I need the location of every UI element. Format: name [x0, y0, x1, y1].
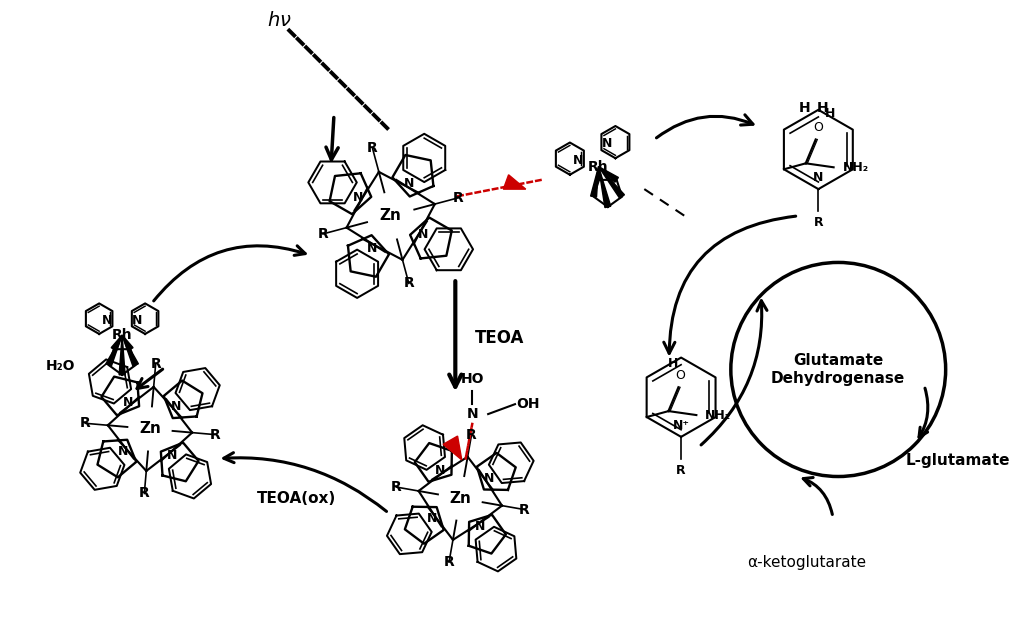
Text: R: R	[677, 464, 686, 477]
Text: N: N	[467, 407, 478, 421]
Polygon shape	[598, 167, 618, 182]
Text: TEOA(ox): TEOA(ox)	[256, 491, 336, 506]
Text: N: N	[418, 228, 428, 241]
Text: R: R	[367, 141, 378, 156]
Text: R: R	[139, 486, 149, 501]
Text: N: N	[603, 137, 613, 151]
Text: OH: OH	[516, 397, 540, 411]
Text: R: R	[391, 480, 402, 494]
Text: R: R	[209, 427, 220, 442]
Text: α-ketoglutarate: α-ketoglutarate	[747, 555, 866, 570]
Text: R: R	[814, 216, 823, 230]
Polygon shape	[106, 335, 123, 366]
Text: $h\nu$: $h\nu$	[267, 11, 291, 30]
Text: N: N	[118, 445, 129, 458]
Text: R: R	[80, 416, 91, 430]
Text: L-glutamate: L-glutamate	[905, 453, 1009, 468]
Polygon shape	[504, 175, 525, 189]
Text: Rh: Rh	[588, 160, 609, 174]
Text: N: N	[353, 191, 364, 204]
Text: Zn: Zn	[449, 491, 472, 506]
Text: H: H	[667, 357, 679, 370]
Text: R: R	[453, 191, 464, 205]
Text: H: H	[798, 101, 811, 115]
Text: N: N	[426, 512, 437, 524]
Polygon shape	[111, 335, 123, 351]
Text: N: N	[404, 177, 414, 190]
Text: NH₂: NH₂	[706, 409, 731, 422]
Polygon shape	[598, 167, 611, 208]
Text: Rh: Rh	[112, 328, 133, 342]
Text: HO: HO	[460, 373, 484, 386]
Text: N: N	[123, 396, 133, 409]
Text: R: R	[150, 358, 161, 371]
Text: N⁺: N⁺	[673, 419, 690, 432]
Polygon shape	[443, 436, 461, 460]
Text: NH₂: NH₂	[843, 161, 868, 174]
Text: O: O	[676, 369, 685, 382]
Text: N: N	[483, 472, 493, 485]
Text: H: H	[817, 101, 828, 115]
Text: N: N	[813, 172, 824, 185]
Polygon shape	[123, 335, 133, 351]
Text: Zn: Zn	[380, 208, 402, 223]
Text: N: N	[167, 449, 177, 462]
Text: N: N	[475, 520, 485, 533]
Text: N: N	[132, 313, 142, 327]
Text: N: N	[573, 154, 583, 167]
Text: R: R	[467, 427, 477, 442]
Text: Glutamate
Dehydrogenase: Glutamate Dehydrogenase	[771, 353, 905, 386]
Polygon shape	[590, 167, 598, 197]
Text: O: O	[813, 121, 823, 134]
Text: N: N	[436, 463, 446, 476]
Text: Zn: Zn	[139, 422, 161, 437]
Text: R: R	[519, 503, 529, 516]
Polygon shape	[598, 167, 624, 198]
Text: H₂O: H₂O	[45, 358, 75, 373]
Text: N: N	[367, 241, 377, 254]
Polygon shape	[596, 167, 602, 180]
Text: R: R	[404, 276, 414, 290]
Text: H: H	[825, 107, 835, 120]
Text: N: N	[171, 400, 181, 413]
Polygon shape	[123, 335, 138, 366]
Text: TEOA: TEOA	[475, 329, 524, 346]
Text: R: R	[317, 227, 329, 241]
Text: R: R	[444, 555, 454, 569]
Polygon shape	[119, 335, 125, 375]
Text: N: N	[102, 313, 112, 327]
